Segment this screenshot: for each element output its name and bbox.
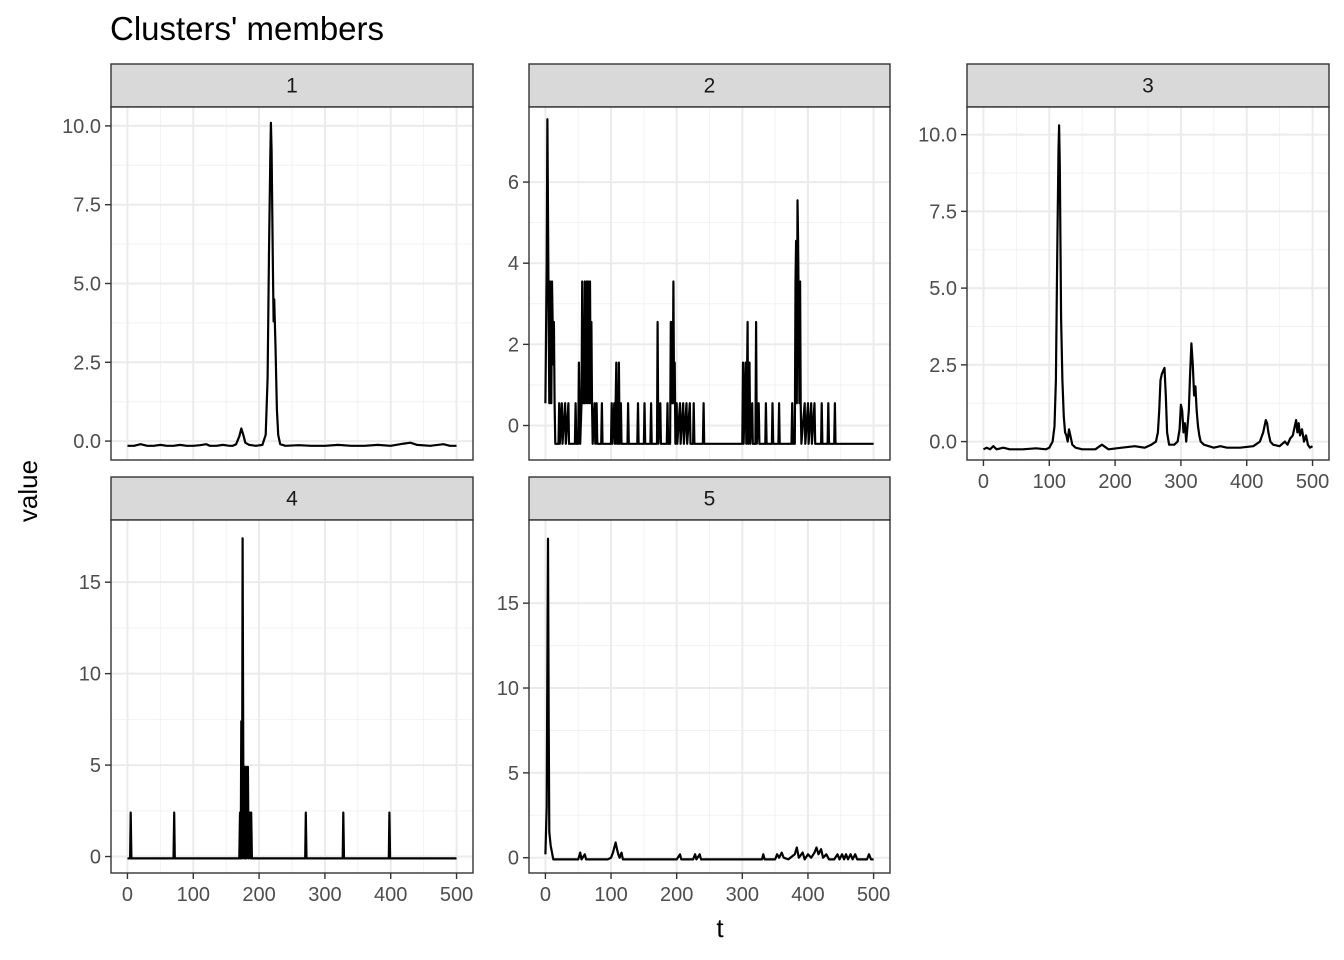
y-tick-label: 15 (497, 593, 519, 615)
y-tick-label: 4 (508, 253, 519, 275)
facet-1: 10.02.55.07.510.0 (62, 63, 474, 461)
facet-strip-label: 1 (286, 75, 298, 98)
x-tick-label: 100 (177, 884, 210, 906)
facet-strip-label: 2 (704, 75, 716, 98)
facet-3: 3 0.0 2.5 5.0 7.5 10.0 0 100 200 300 400 500 (918, 63, 1330, 493)
series-line (544, 118, 874, 445)
y-tick-label: 15 (79, 572, 101, 594)
y-tick-label: 5 (90, 755, 101, 777)
y-tick-label: 2 (508, 334, 519, 356)
x-tick-label: 500 (857, 884, 890, 906)
x-axis-title: t (716, 913, 724, 943)
y-tick-label: 0 (90, 847, 101, 869)
panel-border (528, 519, 891, 874)
y-tick-label: 7.5 (929, 201, 957, 223)
y-tick-label: 0.0 (929, 432, 957, 454)
panel-border (110, 519, 474, 874)
facet-2: 2 0 2 4 6 (508, 63, 891, 461)
y-tick-label: 10 (79, 664, 101, 686)
series-line (544, 537, 874, 861)
facet-strip (528, 476, 891, 521)
y-tick-label: 10.0 (62, 116, 101, 138)
panel-border (966, 106, 1330, 461)
series-line (127, 537, 457, 860)
series-line (983, 124, 1314, 451)
facet-panels: 10.02.55.07.510.02024630.02.55.07.510.00… (62, 63, 1330, 906)
y-tick-label: 0 (508, 848, 519, 870)
facet-strip (110, 63, 474, 108)
y-tick-label: 10.0 (918, 125, 957, 147)
x-tick-label: 200 (660, 884, 693, 906)
y-tick-label: 5.0 (73, 274, 101, 296)
facet-strip-label: 4 (286, 488, 298, 511)
facet-4: 4 0 5 10 15 0 100 200 300 400 500 (79, 476, 474, 906)
facet-5: 5 0 5 10 15 0 100 200 300 400 500 (497, 476, 891, 906)
facet-strip-label: 5 (704, 488, 716, 511)
y-tick-label: 0 (508, 416, 519, 438)
facet-strip (966, 63, 1330, 108)
x-tick-label: 500 (1296, 471, 1329, 493)
x-tick-label: 400 (791, 884, 824, 906)
facet-strip (110, 476, 474, 521)
y-tick-label: 5.0 (929, 278, 957, 300)
chart-title: Clusters' members (110, 10, 384, 47)
x-tick-label: 500 (440, 884, 473, 906)
x-tick-label: 100 (594, 884, 627, 906)
x-tick-label: 300 (726, 884, 759, 906)
x-tick-label: 100 (1033, 471, 1066, 493)
y-tick-label: 5 (508, 763, 519, 785)
y-tick-label: 6 (508, 172, 519, 194)
x-tick-label: 200 (242, 884, 275, 906)
x-tick-label: 0 (540, 884, 551, 906)
x-tick-label: 300 (1164, 471, 1197, 493)
y-tick-label: 10 (497, 678, 519, 700)
x-tick-label: 400 (374, 884, 407, 906)
facet-strip-label: 3 (1142, 75, 1154, 98)
y-tick-label: 7.5 (73, 195, 101, 217)
series-line (127, 121, 457, 447)
x-tick-label: 400 (1230, 471, 1263, 493)
x-tick-label: 200 (1098, 471, 1131, 493)
panel-border (528, 106, 891, 461)
x-tick-label: 300 (308, 884, 341, 906)
x-tick-label: 0 (978, 471, 989, 493)
x-tick-label: 0 (122, 884, 133, 906)
y-tick-label: 2.5 (929, 355, 957, 377)
y-axis-title: value (13, 460, 43, 522)
y-tick-label: 2.5 (73, 352, 101, 374)
y-tick-label: 0.0 (73, 431, 101, 453)
